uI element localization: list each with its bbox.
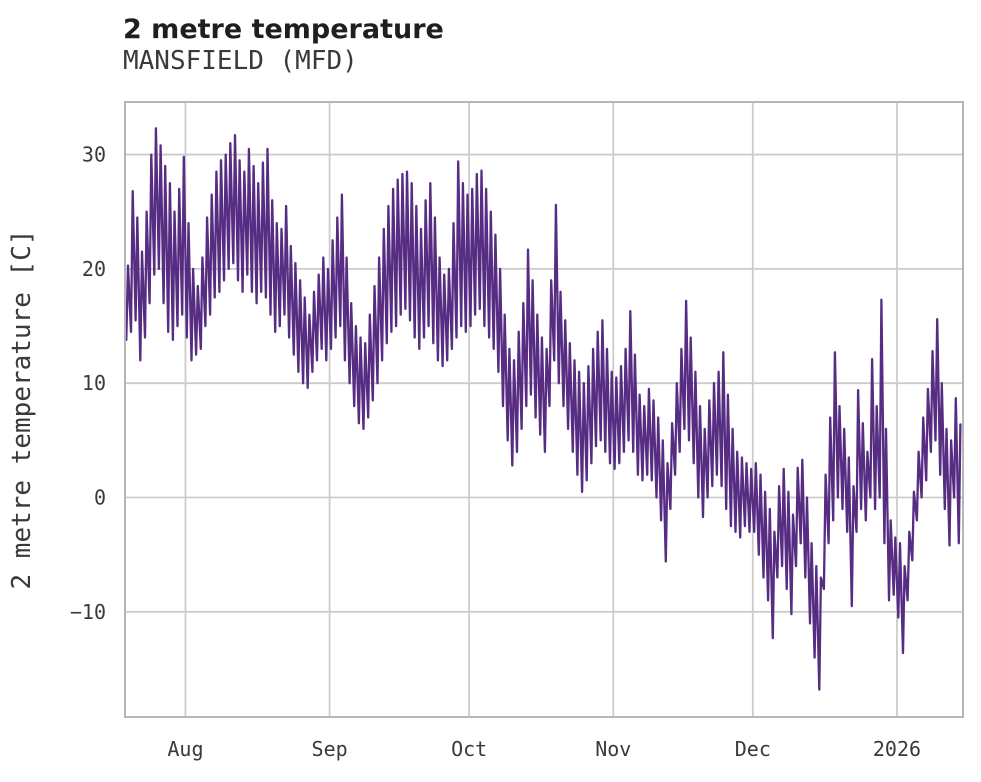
plot-border <box>124 101 964 718</box>
x-tick-label: Dec <box>735 737 771 761</box>
y-axis-label: 2 metre temperature [C] <box>7 229 37 589</box>
x-tick-label: Sep <box>312 737 348 761</box>
y-tick-label: 30 <box>82 143 106 167</box>
y-tick-label: 10 <box>82 371 106 395</box>
chart-title: 2 metre temperature <box>123 14 444 45</box>
x-tick-label: Oct <box>451 737 487 761</box>
chart-header: 2 metre temperature MANSFIELD (MFD) <box>123 14 444 76</box>
y-tick-label: 20 <box>82 257 106 281</box>
x-tick-label: 2026 <box>873 737 921 761</box>
temperature-series-line <box>125 127 962 691</box>
x-tick-label: Nov <box>595 737 631 761</box>
y-tick-label: −10 <box>70 600 106 624</box>
chart-subtitle: MANSFIELD (MFD) <box>123 46 358 77</box>
x-tick-label: Aug <box>167 737 203 761</box>
y-tick-label: 0 <box>94 486 106 510</box>
